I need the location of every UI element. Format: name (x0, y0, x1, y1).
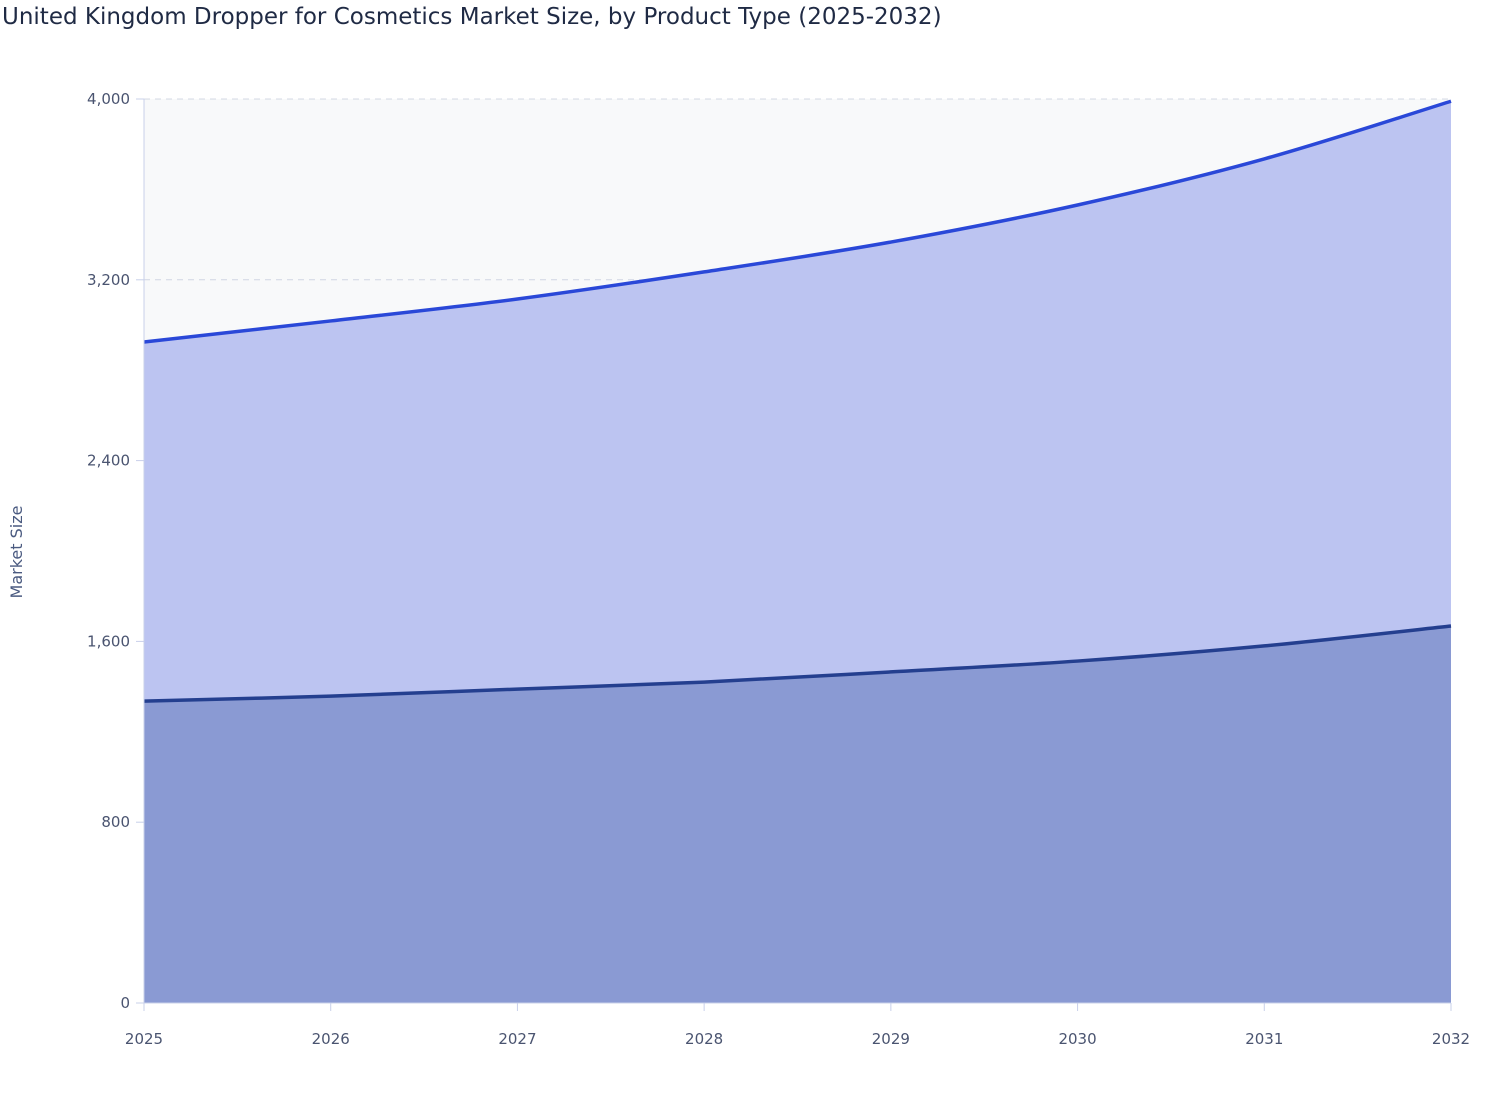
x-tick-label: 2029 (872, 1030, 910, 1048)
y-tick-label: 2,400 (87, 452, 130, 470)
line-series-2 (143, 99, 1452, 344)
x-tick-label: 2032 (1432, 1030, 1470, 1048)
areas (143, 99, 1452, 1003)
chart-title: United Kingdom Dropper for Cosmetics Mar… (2, 4, 942, 30)
y-tick-label: 800 (101, 813, 130, 831)
line-series-1 (143, 624, 1452, 703)
y-tick-label: 0 (120, 994, 130, 1012)
x-tick-label: 2031 (1245, 1030, 1283, 1048)
axes: 0 800 1,600 2,400 3,200 4,000 2025 2026 2027 2028… (87, 90, 1470, 1048)
area-series-2 (144, 101, 1451, 702)
x-tick-label: 2028 (685, 1030, 723, 1048)
x-tick-label: 2027 (498, 1030, 536, 1048)
y-axis-label: Market Size (7, 506, 26, 599)
area-series-1 (144, 626, 1451, 1003)
x-tick-label: 2025 (125, 1030, 163, 1048)
x-tick-label: 2030 (1058, 1030, 1096, 1048)
y-tick-label: 1,600 (87, 632, 130, 650)
x-tick-label: 2026 (312, 1030, 350, 1048)
y-tick-label: 4,000 (87, 90, 130, 108)
y-tick-label: 3,200 (87, 271, 130, 289)
